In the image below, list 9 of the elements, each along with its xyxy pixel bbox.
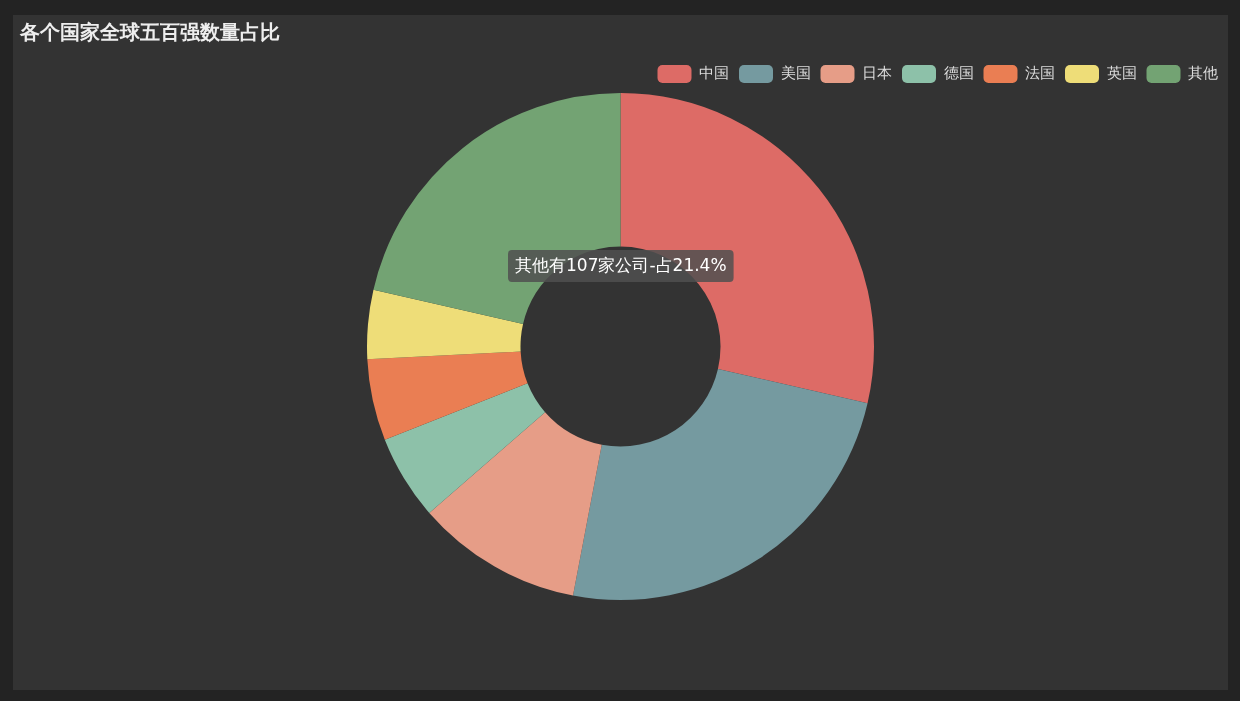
legend-label: 德国: [943, 63, 974, 82]
legend-label: 美国: [780, 63, 811, 82]
text: 各个国家全球五百强数量占比: [20, 19, 280, 46]
text: 其他有107家公司-占21.4%: [515, 255, 727, 276]
legend-label: 法国: [1025, 63, 1055, 82]
legend-label: 英国: [1106, 63, 1137, 82]
legend-label: 日本: [862, 63, 892, 82]
legend-label: 其他: [1188, 63, 1218, 82]
legend-label: 中国: [699, 63, 729, 82]
